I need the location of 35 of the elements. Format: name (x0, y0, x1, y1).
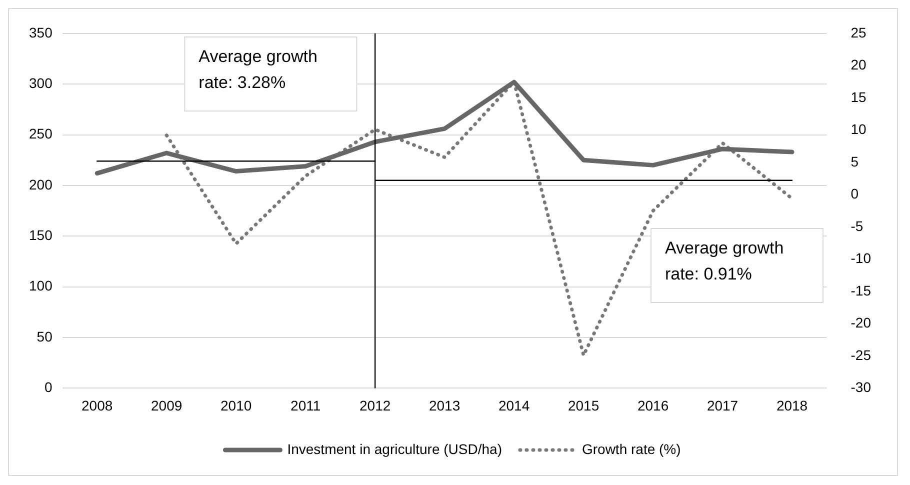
x-tick-label: 2013 (428, 397, 460, 414)
y-tick-label: 250 (29, 126, 53, 142)
x-tick-label: 2017 (706, 397, 738, 414)
x-tick-label: 2011 (290, 397, 321, 414)
y-tick-label: 50 (36, 328, 53, 344)
x-tick-label: 2010 (220, 397, 252, 414)
legend-label: Investment in agriculture (USD/ha) (287, 440, 502, 457)
y-tick-label: 300 (29, 74, 53, 91)
y2-tick-label: 10 (850, 121, 867, 138)
y2-tick-label: 5 (850, 153, 859, 170)
annotation: Average growth rate: 3.28% (198, 47, 318, 92)
y-tick-label: 0 (44, 379, 53, 396)
y2-tick-label: -30 (850, 379, 872, 396)
y2-tick-label: 0 (850, 186, 859, 202)
x-tick-label: 2016 (637, 397, 669, 414)
x-tick-label: 2018 (776, 397, 808, 414)
y2-tick-label: -10 (850, 250, 872, 266)
x-tick-label: 2009 (151, 397, 182, 414)
y2-tick-label: -15 (850, 282, 872, 298)
y2-tick-label: -5 (850, 218, 864, 234)
y-tick-label: 150 (29, 227, 53, 243)
x-tick-label: 2012 (359, 397, 391, 414)
annotation: Average growth rate: 0.91% (664, 238, 784, 284)
y2-tick-label: -20 (850, 314, 872, 331)
legend-label: Growth rate (%) (582, 440, 681, 457)
x-tick-label: 2014 (498, 397, 530, 414)
x-tick-label: 2008 (82, 397, 113, 414)
y-tick-label: 100 (29, 278, 53, 294)
y-tick-label: 200 (29, 176, 53, 192)
y2-tick-label: -25 (850, 346, 872, 363)
y2-tick-label: 20 (850, 56, 867, 73)
x-tick-label: 2015 (568, 397, 600, 414)
y-tick-label: 350 (29, 24, 53, 40)
y2-tick-label: 25 (850, 24, 867, 40)
y2-tick-label: 15 (850, 88, 867, 105)
